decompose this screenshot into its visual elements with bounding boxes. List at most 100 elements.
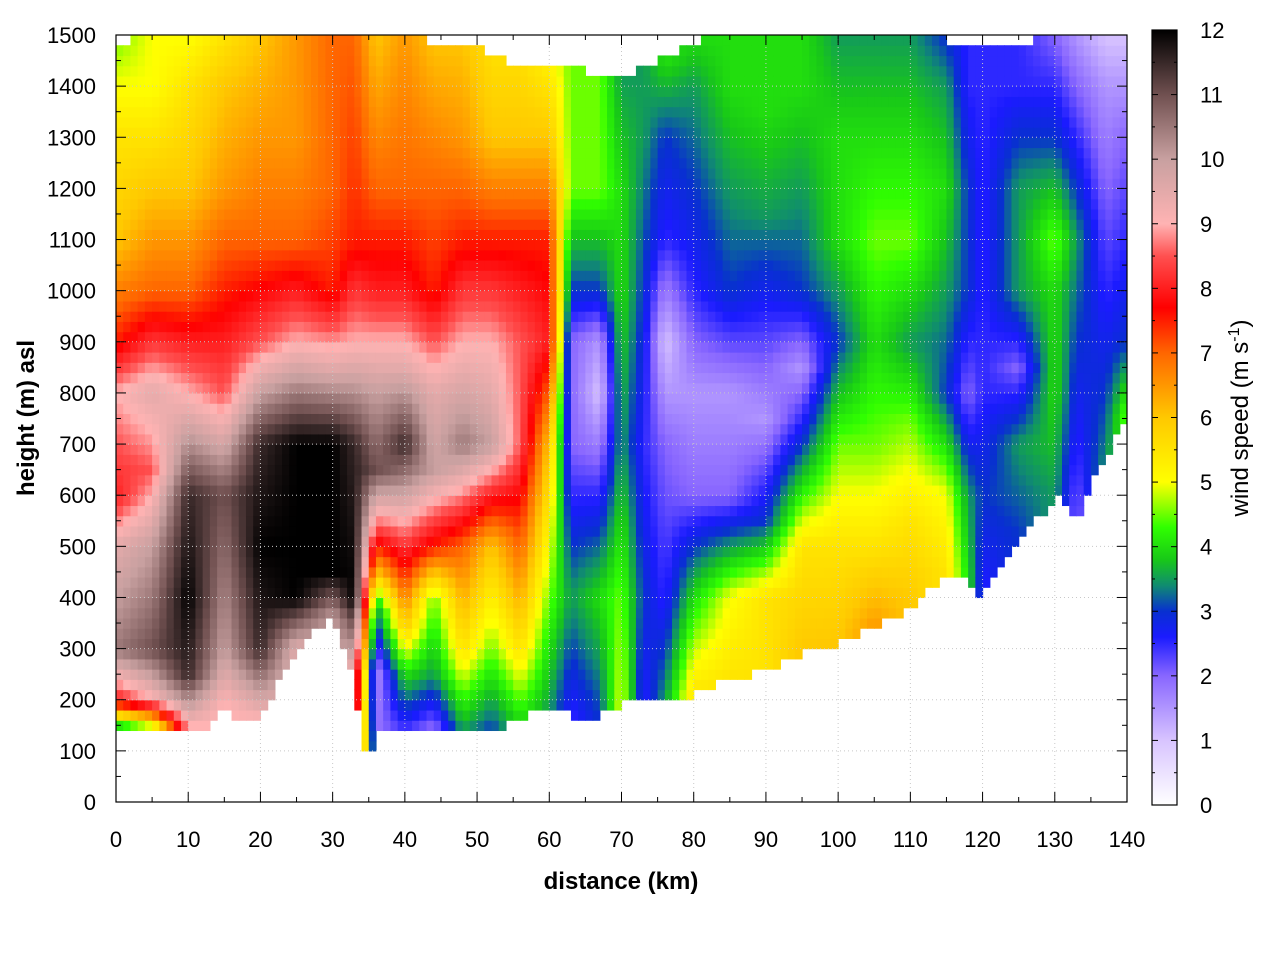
heatmap-cell (570, 372, 579, 384)
heatmap-cell (274, 75, 283, 87)
heatmap-cell (289, 300, 298, 312)
heatmap-cell (231, 413, 240, 425)
heatmap-cell (130, 658, 139, 670)
heatmap-cell (513, 290, 521, 302)
heatmap-cell (607, 658, 615, 670)
heatmap-cell (375, 372, 384, 384)
heatmap-cell (347, 607, 355, 619)
heatmap-cell (448, 607, 457, 619)
heatmap-cell (563, 413, 572, 425)
heatmap-cell (152, 495, 160, 507)
heatmap-cell (621, 321, 630, 333)
heatmap-cell (520, 709, 529, 721)
heatmap-cell (238, 709, 247, 721)
heatmap-cell (412, 106, 420, 118)
heatmap-cell (635, 229, 644, 241)
heatmap-cell (477, 127, 485, 138)
heatmap-cell (289, 311, 298, 322)
heatmap-cell (628, 689, 637, 701)
heatmap-cell (180, 147, 189, 159)
heatmap-cell (419, 454, 428, 466)
heatmap-cell (527, 484, 536, 496)
heatmap-cell (116, 86, 124, 97)
heatmap-cell (159, 55, 168, 67)
heatmap-cell (505, 96, 514, 108)
heatmap-cell (484, 86, 493, 97)
heatmap-cell (202, 45, 211, 57)
heatmap-cell (650, 444, 659, 455)
heatmap-cell (491, 648, 500, 660)
heatmap-cell (303, 55, 312, 67)
heatmap-cell (419, 392, 428, 404)
heatmap-cell (599, 525, 608, 537)
heatmap-cell (137, 658, 146, 670)
heatmap-cell (325, 300, 334, 312)
heatmap-cell (469, 617, 478, 629)
heatmap-cell (570, 505, 579, 517)
heatmap-cell (469, 444, 478, 455)
heatmap-cell (614, 536, 623, 547)
heatmap-cell (238, 648, 247, 660)
heatmap-cell (599, 341, 608, 353)
heatmap-cell (433, 259, 442, 271)
heatmap-cell (209, 423, 218, 435)
heatmap-cell (260, 556, 269, 568)
heatmap-cell (332, 65, 341, 77)
heatmap-cell (238, 311, 247, 322)
heatmap-cell (556, 536, 565, 547)
heatmap-cell (635, 679, 644, 691)
heatmap-cell (397, 362, 406, 374)
heatmap-cell (397, 658, 406, 670)
heatmap-cell (462, 556, 471, 568)
heatmap-cell (209, 311, 218, 322)
heatmap-cell (585, 127, 594, 138)
heatmap-cell (180, 280, 189, 292)
heatmap-cell (657, 444, 666, 455)
heatmap-cell (635, 75, 644, 87)
heatmap-cell (253, 413, 262, 425)
heatmap-cell (455, 219, 464, 230)
heatmap-cell (173, 392, 182, 404)
heatmap-cell (123, 556, 132, 568)
heatmap-cell (412, 536, 420, 547)
heatmap-cell (144, 106, 153, 118)
heatmap-cell (144, 35, 153, 46)
heatmap-cell (513, 178, 521, 189)
heatmap-cell (614, 628, 623, 639)
heatmap-cell (549, 679, 558, 691)
heatmap-cell (520, 454, 529, 466)
heatmap-cell (397, 638, 406, 650)
heatmap-cell (542, 433, 550, 445)
heatmap-cell (440, 433, 449, 445)
heatmap-cell (123, 495, 132, 507)
heatmap-cell (614, 106, 623, 118)
heatmap-cell (426, 617, 435, 629)
heatmap-cell (621, 536, 630, 547)
heatmap-cell (397, 352, 406, 363)
heatmap-cell (549, 167, 558, 179)
heatmap-cell (267, 178, 276, 189)
heatmap-cell (607, 270, 615, 282)
heatmap-cell (195, 372, 204, 384)
heatmap-cell (375, 362, 384, 374)
heatmap-cell (260, 55, 269, 67)
heatmap-cell (419, 45, 428, 57)
heatmap-cell (404, 188, 413, 200)
heatmap-cell (347, 311, 355, 322)
heatmap-cell (375, 259, 384, 271)
heatmap-cell (585, 372, 594, 384)
heatmap-cell (628, 352, 637, 363)
heatmap-cell (354, 566, 363, 578)
heatmap-cell (188, 96, 197, 108)
heatmap-cell (260, 331, 269, 343)
heatmap-cell (354, 96, 363, 108)
heatmap-cell (180, 597, 189, 609)
heatmap-cell (166, 515, 175, 527)
heatmap-cell (412, 495, 420, 507)
heatmap-cell (520, 413, 529, 425)
heatmap-cell (318, 423, 327, 435)
heatmap-cell (440, 679, 449, 691)
heatmap-cell (520, 157, 529, 169)
heatmap-cell (513, 464, 521, 476)
heatmap-cell (657, 239, 666, 251)
